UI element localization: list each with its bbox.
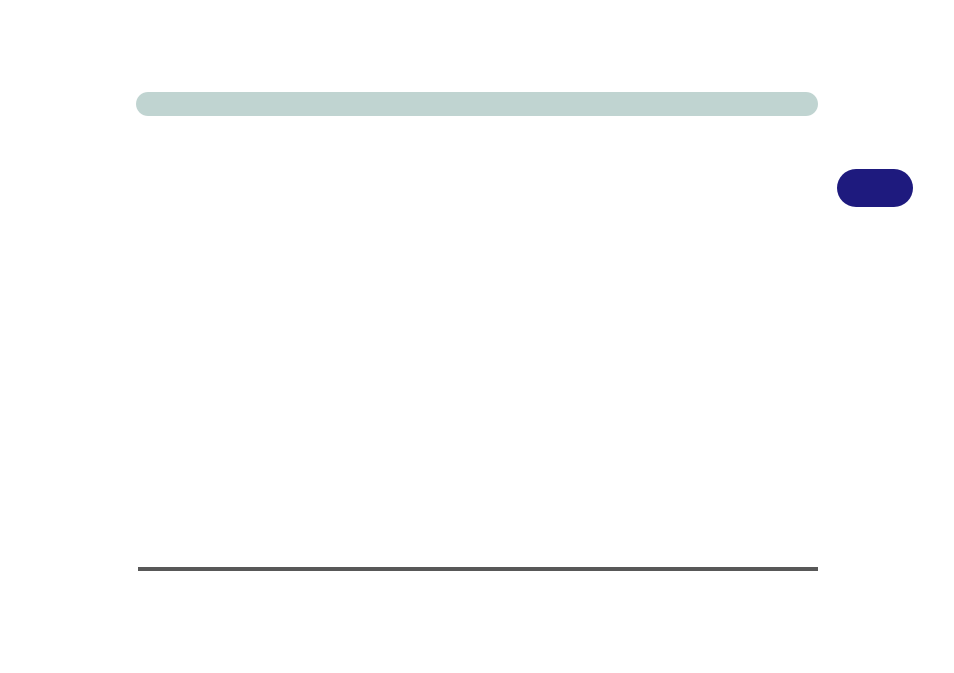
primary-action-button[interactable] <box>837 169 913 207</box>
top-bar <box>136 92 818 116</box>
horizontal-divider <box>138 567 818 571</box>
